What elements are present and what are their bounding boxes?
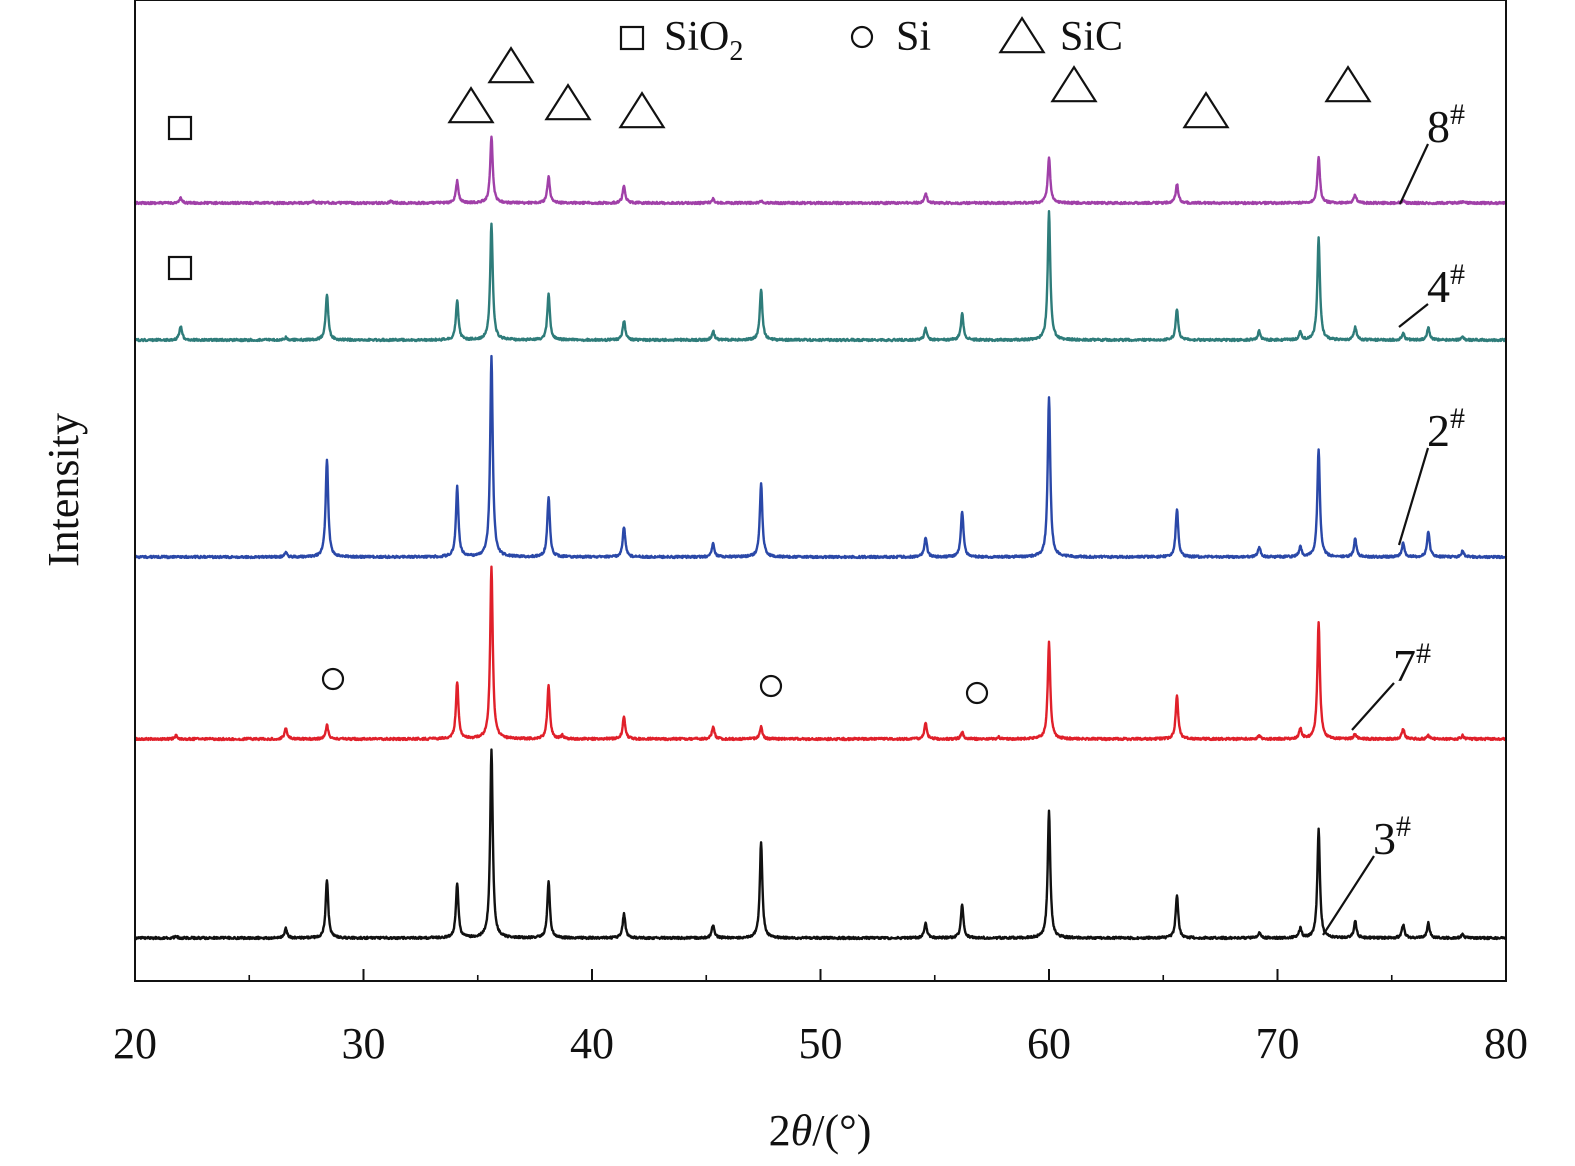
sample-label-group: 8# 4# 2# 7# 3# [1322, 98, 1465, 936]
square-phase-marker [167, 255, 193, 281]
x-tick-label: 70 [1256, 1019, 1300, 1068]
x-tick-label: 80 [1484, 1019, 1528, 1068]
x-tick-label: 30 [342, 1019, 386, 1068]
x-axis-title-suffix: /(°) [812, 1106, 871, 1155]
series-line-2 [133, 354, 1508, 560]
triangle-phase-marker [544, 83, 592, 121]
sample-leader-7 [1351, 682, 1395, 731]
triangle-phase-marker [447, 86, 495, 124]
sample-leader-8 [1399, 143, 1429, 205]
circle-phase-marker [321, 667, 345, 691]
legend-label-triangle: SiC [1060, 14, 1123, 60]
triangle-phase-marker [1182, 91, 1230, 129]
circle-phase-marker [965, 681, 989, 705]
legend-label-square: SiO2 [664, 14, 743, 67]
triangle-phase-marker [1324, 65, 1372, 103]
legend-circle-symbol [850, 25, 874, 49]
legend-square-symbol [619, 25, 645, 51]
x-axis-title: 2θ/(°) [769, 1106, 872, 1155]
sample-label-8: 8# [1427, 98, 1465, 152]
sample-leader-2 [1397, 447, 1430, 546]
sample-leader-3 [1322, 855, 1375, 936]
sample-label-3: 3# [1373, 810, 1411, 864]
x-axis-title-theta: θ [791, 1106, 813, 1155]
legend: SiO2 Si SiC [619, 14, 1123, 67]
sample-leader-4 [1398, 303, 1429, 328]
series-line-3 [133, 748, 1508, 941]
x-axis-title-prefix: 2 [769, 1106, 791, 1155]
x-tick-label: 20 [113, 1019, 157, 1068]
phase-marker-group [167, 46, 1372, 705]
x-tick-label: 60 [1027, 1019, 1071, 1068]
x-tick-label: 40 [570, 1019, 614, 1068]
circle-phase-marker [759, 674, 783, 698]
triangle-phase-marker [618, 91, 666, 129]
series-group [133, 135, 1508, 941]
y-axis-title: Intensity [39, 413, 88, 567]
series-line-7 [134, 565, 1507, 742]
sample-label-7: 7# [1393, 637, 1431, 691]
series-line-8 [133, 135, 1508, 206]
legend-triangle-symbol [998, 16, 1046, 54]
legend-label-circle: Si [896, 14, 931, 60]
square-phase-marker [167, 115, 193, 141]
axes [134, 0, 1507, 982]
triangle-phase-marker [487, 46, 535, 84]
x-tick-label: 50 [799, 1019, 843, 1068]
triangle-phase-marker [1050, 65, 1098, 103]
plot-frame [134, 0, 1507, 982]
sample-label-2: 2# [1427, 402, 1465, 456]
series-line-4 [133, 210, 1508, 343]
x-ticks: 20 30 40 50 60 70 80 [113, 969, 1528, 1068]
sample-label-4: 4# [1427, 258, 1465, 312]
